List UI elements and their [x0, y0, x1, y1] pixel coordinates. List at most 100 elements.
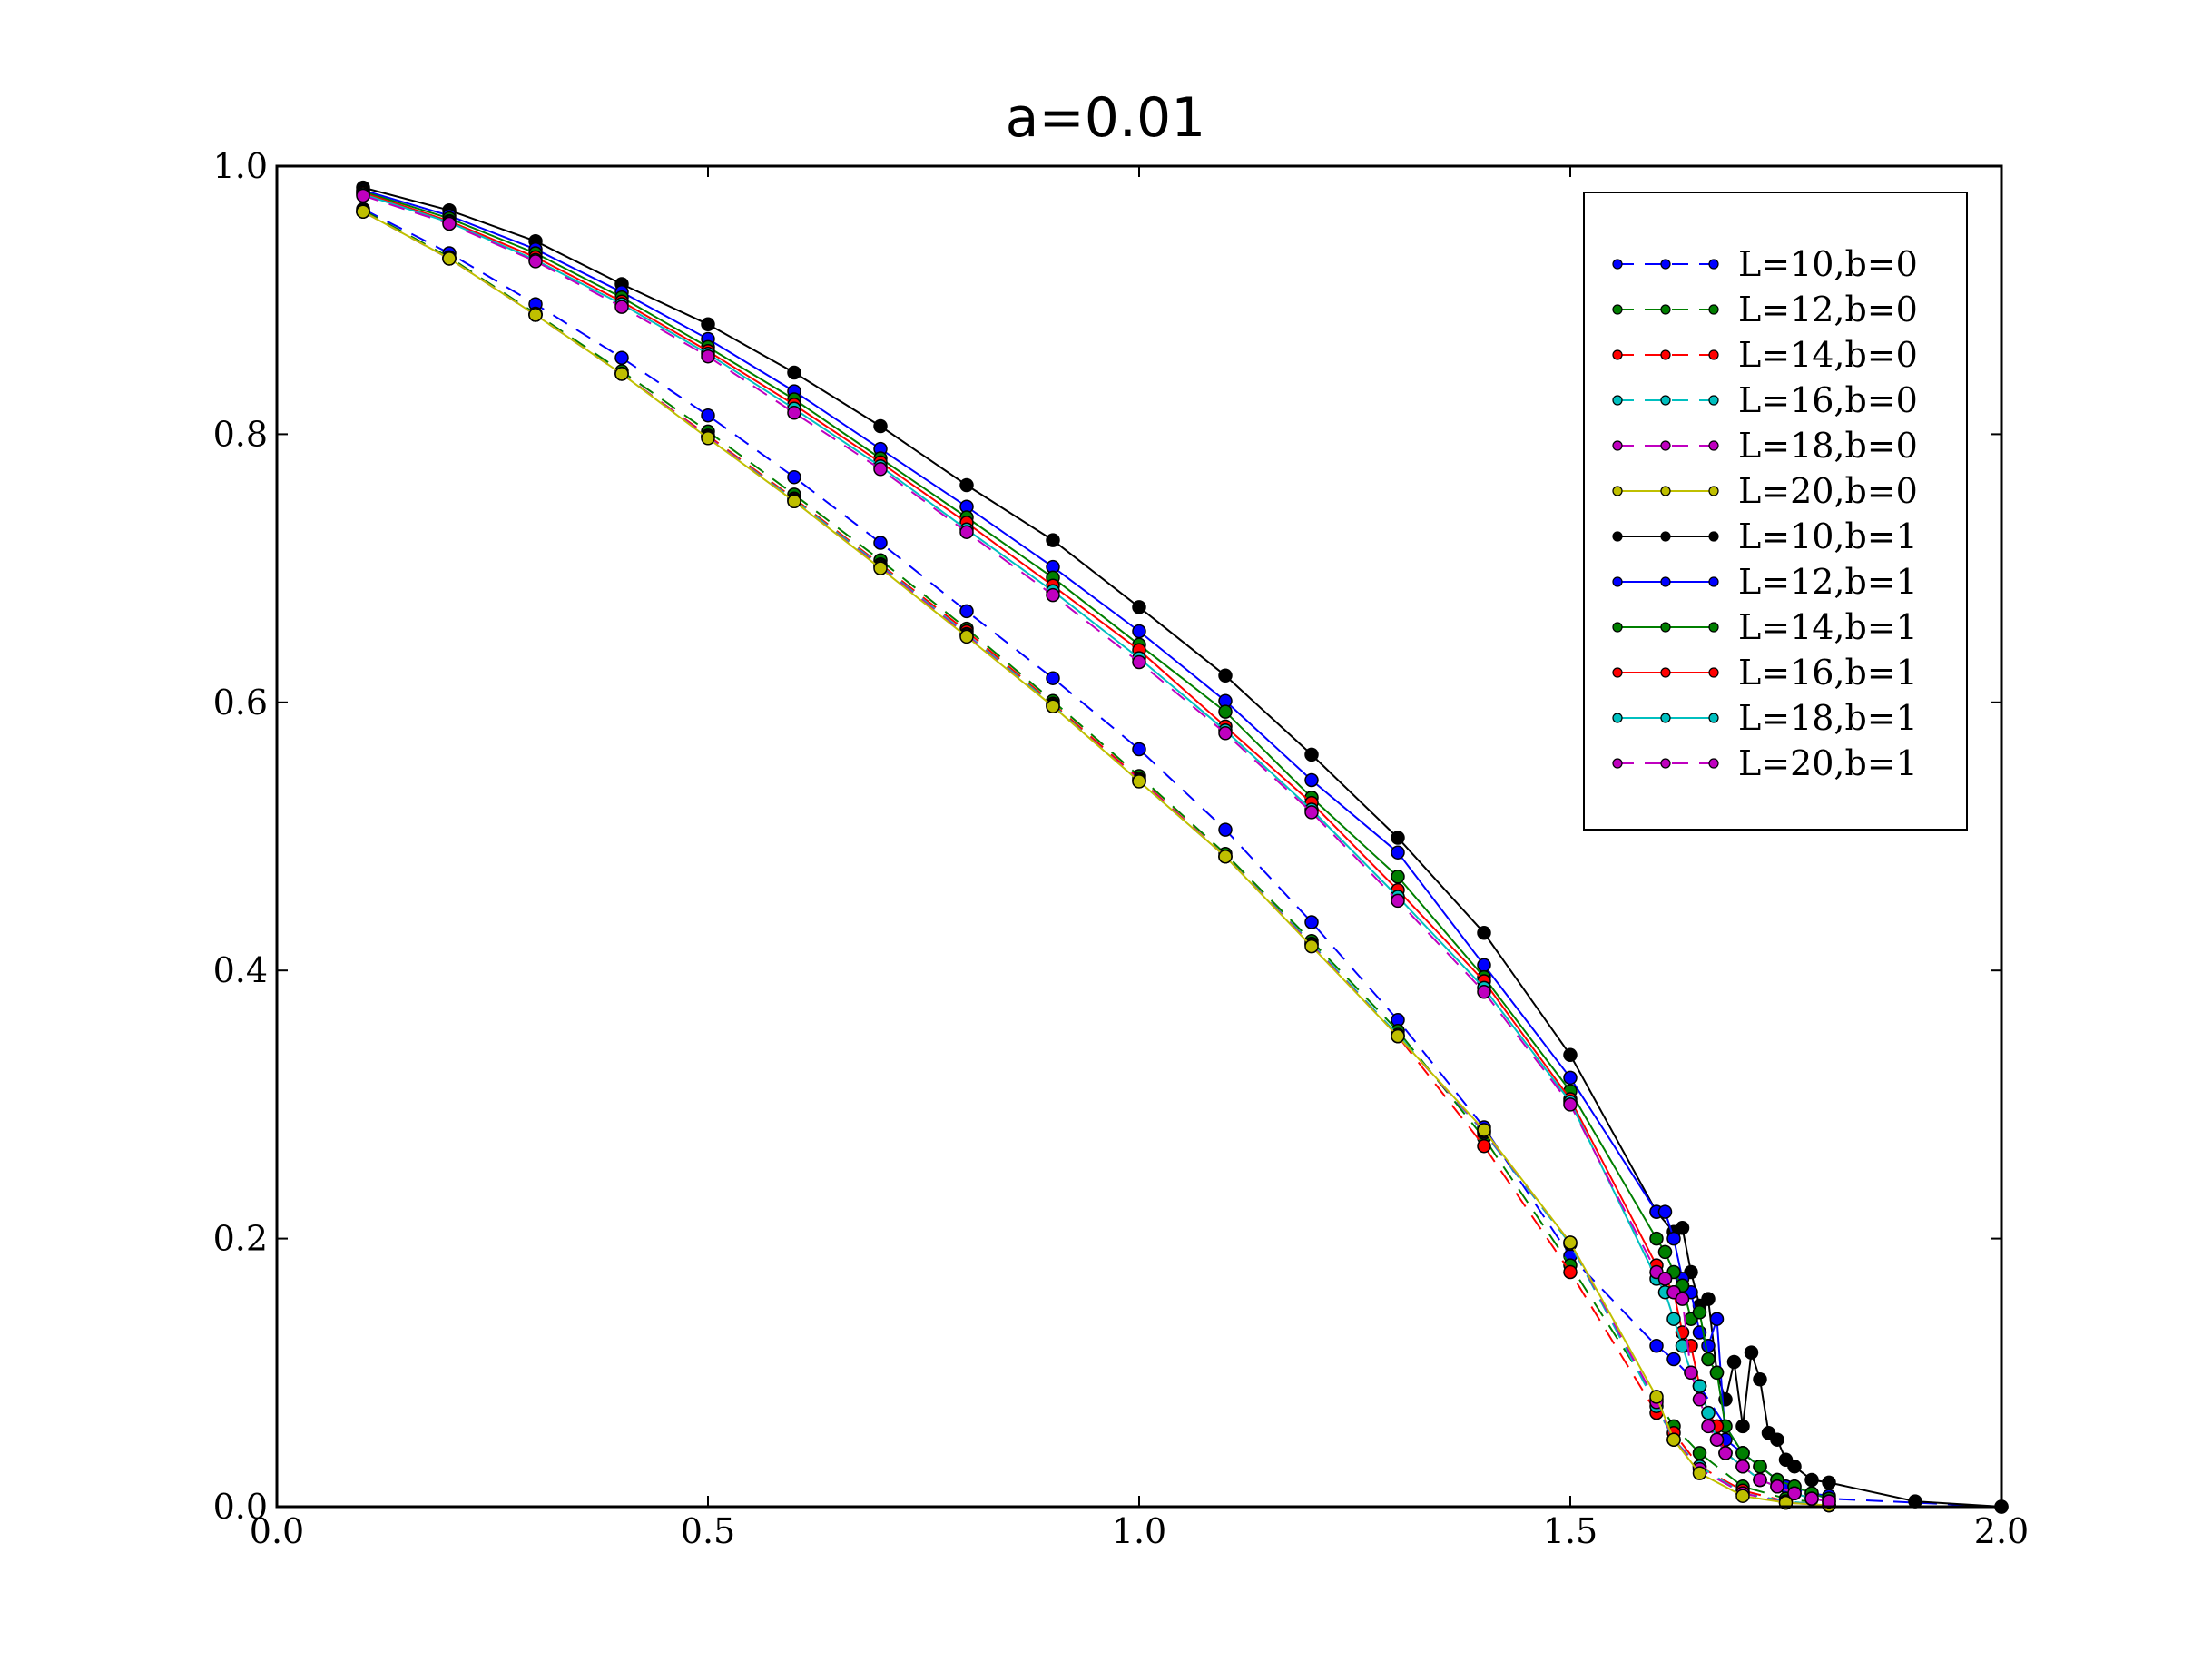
- data-point: [1666, 1312, 1681, 1326]
- legend-label: L=12,b=0: [1738, 290, 1918, 329]
- data-point: [1477, 958, 1491, 973]
- legend-entry: L=18,b=1: [1612, 698, 1918, 738]
- data-point: [1804, 1491, 1819, 1506]
- data-point: [1709, 1432, 1725, 1447]
- legend-marker: [1660, 667, 1671, 678]
- data-point: [1304, 915, 1319, 929]
- legend-entry: L=14,b=0: [1612, 335, 1918, 375]
- y-tick-label: 0.4: [213, 950, 268, 990]
- x-tick-label: 1.5: [1543, 1511, 1598, 1551]
- legend-label: L=14,b=1: [1738, 607, 1918, 647]
- legend-marker: [1660, 713, 1671, 723]
- data-point: [1701, 1352, 1716, 1367]
- data-point: [1132, 654, 1146, 670]
- x-tick-label: 0.5: [681, 1511, 735, 1551]
- data-point: [1735, 1489, 1750, 1503]
- data-point: [1753, 1371, 1767, 1387]
- legend-marker: [1660, 622, 1671, 633]
- data-point: [1304, 747, 1319, 762]
- data-point: [1391, 893, 1405, 909]
- x-tick-label: 2.0: [1974, 1511, 2029, 1551]
- legend-marker: [1660, 758, 1671, 769]
- legend-label: L=20,b=0: [1738, 471, 1918, 511]
- legend-marker: [1660, 531, 1671, 542]
- y-tick-label: 0.8: [213, 414, 268, 454]
- legend-marker: [1612, 667, 1623, 678]
- legend-marker: [1708, 713, 1719, 723]
- data-point: [1304, 939, 1319, 954]
- legend-marker: [1612, 304, 1623, 315]
- legend-marker: [1660, 440, 1671, 451]
- data-point: [1770, 1479, 1784, 1494]
- data-point: [1132, 742, 1146, 757]
- data-point: [528, 308, 543, 322]
- legend-entry: L=14,b=1: [1612, 607, 1918, 647]
- data-point: [1477, 985, 1491, 999]
- data-point: [1391, 1028, 1405, 1044]
- data-point: [787, 469, 801, 485]
- data-point: [873, 536, 888, 550]
- data-point: [1046, 587, 1060, 603]
- data-point: [1753, 1472, 1767, 1488]
- legend-label: L=14,b=0: [1738, 335, 1918, 375]
- y-tick-label: 1.0: [213, 146, 268, 186]
- legend-marker: [1708, 531, 1719, 542]
- legend-label: L=10,b=1: [1738, 516, 1918, 556]
- data-point: [1735, 1459, 1750, 1474]
- chart-title: a=0.01: [1006, 86, 1206, 150]
- legend-marker: [1708, 667, 1719, 678]
- legend-marker: [1612, 713, 1623, 723]
- data-point: [873, 561, 888, 575]
- data-point: [614, 367, 629, 381]
- data-point: [1701, 1419, 1716, 1434]
- data-point: [1726, 1354, 1742, 1370]
- legend-marker: [1708, 576, 1719, 587]
- data-point: [1218, 726, 1233, 741]
- data-point: [1701, 1339, 1716, 1353]
- data-point: [1046, 699, 1060, 713]
- data-point: [1709, 1312, 1725, 1326]
- data-point: [1787, 1459, 1802, 1474]
- legend-marker: [1612, 531, 1623, 542]
- series-line: [362, 209, 1830, 1505]
- data-point: [1391, 845, 1405, 860]
- legend-marker: [1708, 304, 1719, 315]
- tick-layer: 0.0 0.5 1.0 1.5 2.0 0.0 0.2 0.4 0.6 0.8 1.0: [213, 146, 2030, 1551]
- data-point: [1391, 870, 1405, 884]
- data-point: [442, 216, 457, 231]
- data-point: [1804, 1472, 1819, 1488]
- data-point: [787, 494, 801, 509]
- data-point: [787, 406, 801, 420]
- data-point: [614, 350, 629, 365]
- data-point: [1649, 1390, 1664, 1404]
- legend-marker: [1660, 349, 1671, 360]
- legend-entry: L=18,b=0: [1612, 426, 1918, 466]
- legend-marker: [1660, 395, 1671, 406]
- data-point: [787, 365, 801, 380]
- series-11: [356, 188, 1836, 1509]
- legend-label: L=18,b=1: [1738, 698, 1918, 738]
- legend-marker: [1612, 486, 1623, 496]
- data-point: [356, 204, 370, 219]
- data-point: [701, 408, 715, 423]
- legend-marker: [1660, 259, 1671, 270]
- data-point: [1218, 822, 1233, 837]
- data-point: [1657, 1244, 1673, 1260]
- data-point: [1657, 1272, 1673, 1286]
- legend-entry: L=12,b=1: [1612, 562, 1918, 602]
- data-point: [1304, 772, 1319, 788]
- legend: L=10,b=0 L=12,b=0 L=14,b=0 L=16,b=0 L=18,b=0…: [1583, 192, 1968, 831]
- legend-entry: L=10,b=0: [1612, 244, 1918, 284]
- data-point: [1046, 533, 1060, 547]
- y-tick-label: 0.2: [213, 1219, 268, 1259]
- legend-marker: [1660, 304, 1671, 315]
- legend-marker: [1708, 758, 1719, 769]
- legend-entry: L=12,b=0: [1612, 290, 1918, 329]
- data-point: [1692, 1446, 1707, 1460]
- data-point: [1753, 1459, 1767, 1474]
- data-point: [1391, 831, 1405, 845]
- data-point: [1563, 1070, 1578, 1086]
- data-point: [701, 349, 715, 364]
- data-point: [1218, 704, 1233, 719]
- data-point: [1563, 1097, 1578, 1112]
